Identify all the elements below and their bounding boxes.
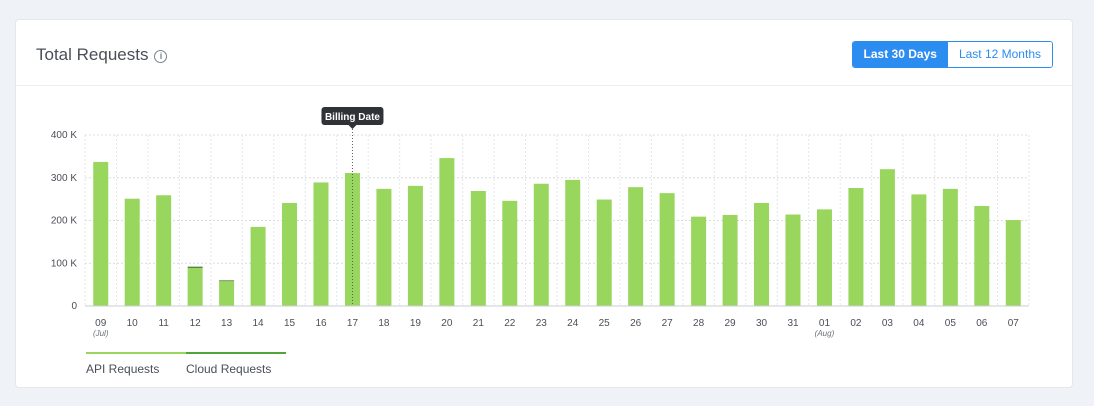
y-tick-label: 300 K	[51, 173, 77, 184]
bar-api-requests	[533, 183, 549, 306]
x-tick-label: 06	[976, 318, 988, 329]
x-tick-label: 22	[504, 318, 516, 329]
x-tick-sublabel: (Aug)	[815, 329, 835, 338]
bar-api-requests	[187, 267, 203, 306]
x-tick-label: 28	[693, 318, 705, 329]
x-tick-label: 16	[315, 318, 327, 329]
last-30-days-button[interactable]: Last 30 Days	[852, 42, 948, 67]
bar-chart: 0 100 K 200 K 300 K 400 K 09(Jul) 10 11 12 13 14 1…	[51, 107, 1030, 338]
x-tick-label: 17	[347, 318, 359, 329]
bar-api-requests	[628, 187, 644, 306]
bar-api-requests	[470, 191, 486, 306]
bar-api-requests	[124, 198, 140, 306]
bar-api-requests	[691, 216, 707, 306]
bar-api-requests	[816, 209, 832, 306]
x-tick-label: 26	[630, 318, 642, 329]
x-tick-label: 20	[441, 318, 453, 329]
chart-title-wrap: Total Requests i	[36, 45, 168, 65]
tooltip-arrow	[348, 125, 357, 129]
x-tick-label: 01	[819, 318, 831, 329]
bar-api-requests	[282, 202, 298, 306]
x-tick-label: 19	[410, 318, 422, 329]
bar-cloud-requests	[187, 266, 203, 268]
x-tick-label: 30	[756, 318, 768, 329]
x-tick-label: 27	[662, 318, 674, 329]
bar-api-requests	[659, 193, 675, 306]
legend-cloud-requests[interactable]: Cloud Requests	[186, 352, 286, 378]
bar-api-requests	[219, 281, 235, 306]
x-tick-label: 21	[473, 318, 485, 329]
tooltip-label: Billing Date	[325, 112, 380, 123]
bar-api-requests	[156, 195, 172, 306]
x-tick-label: 07	[1008, 318, 1020, 329]
y-tick-label: 400 K	[51, 130, 77, 141]
x-tick-sublabel: (Jul)	[93, 329, 109, 338]
chart-bars	[93, 158, 1021, 306]
bar-api-requests	[407, 185, 423, 306]
legend-api-requests[interactable]: API Requests	[86, 352, 186, 378]
bar-api-requests	[879, 169, 895, 306]
bar-api-requests	[93, 161, 109, 306]
x-tick-label: 03	[882, 318, 894, 329]
billing-date-tooltip: Billing Date	[321, 107, 384, 306]
x-tick-label: 05	[945, 318, 957, 329]
x-tick-label: 10	[127, 318, 139, 329]
y-tick-label: 100 K	[51, 258, 77, 269]
x-tick-label: 09	[95, 318, 107, 329]
y-axis: 0 100 K 200 K 300 K 400 K	[51, 130, 78, 312]
bar-api-requests	[942, 188, 958, 306]
bar-api-requests	[250, 226, 266, 306]
bar-api-requests	[313, 182, 329, 306]
bar-api-requests	[754, 202, 770, 306]
bar-api-requests	[439, 158, 455, 306]
y-tick-label: 200 K	[51, 216, 77, 227]
x-tick-label: 15	[284, 318, 296, 329]
x-tick-label: 13	[221, 318, 233, 329]
bar-api-requests	[344, 173, 360, 306]
bar-api-requests	[565, 179, 581, 306]
x-tick-label: 11	[158, 318, 169, 329]
bar-api-requests	[974, 205, 990, 306]
x-axis: 09(Jul) 10 11 12 13 14 15 16 17 18 19 20 21 22 23 24 25 2…	[85, 305, 1029, 338]
range-toggle: Last 30 Days Last 12 Months	[851, 41, 1053, 68]
x-tick-label: 12	[190, 318, 202, 329]
x-tick-label: 02	[850, 318, 862, 329]
card-header: Total Requests i Last 30 Days Last 12 Mo…	[16, 20, 1072, 86]
bar-api-requests	[376, 188, 392, 306]
bar-api-requests	[911, 194, 927, 306]
x-tick-label: 29	[725, 318, 737, 329]
last-12-months-button[interactable]: Last 12 Months	[947, 42, 1052, 67]
bar-api-requests	[596, 199, 612, 306]
bar-api-requests	[848, 188, 864, 306]
chart-title: Total Requests	[36, 45, 149, 64]
x-tick-label: 25	[599, 318, 611, 329]
bar-api-requests	[722, 214, 738, 306]
bar-api-requests	[502, 200, 518, 306]
x-tick-label: 31	[787, 318, 799, 329]
x-tick-label: 14	[253, 318, 265, 329]
x-tick-label: 24	[567, 318, 579, 329]
x-tick-label: 18	[378, 318, 390, 329]
total-requests-card: Total Requests i Last 30 Days Last 12 Mo…	[15, 19, 1073, 388]
x-tick-label: 04	[913, 318, 925, 329]
chart-legend: API Requests Cloud Requests	[86, 352, 286, 378]
bar-api-requests	[1005, 220, 1021, 306]
info-icon[interactable]: i	[154, 49, 168, 63]
bar-cloud-requests	[219, 280, 235, 282]
tooltip-box	[321, 107, 384, 125]
x-tick-label: 23	[536, 318, 548, 329]
y-tick-label: 0	[71, 301, 77, 312]
bar-api-requests	[785, 214, 801, 306]
